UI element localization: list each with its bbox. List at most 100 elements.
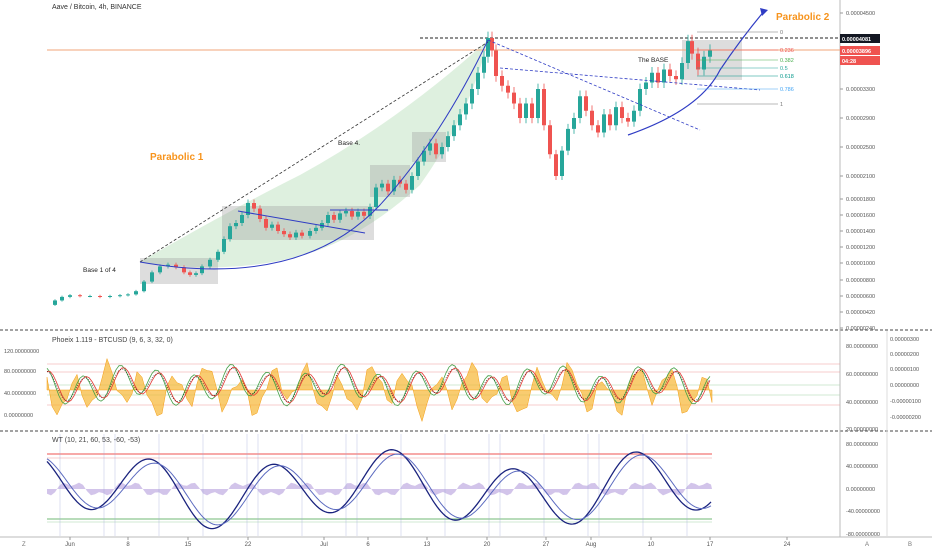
price-axis-tag-text: 04:28 [842, 59, 856, 65]
price-tick-label: 0.00000240 [846, 326, 875, 332]
base-4-label: Base 4. [338, 140, 360, 147]
price-tick-label: 0.00001000 [846, 261, 875, 267]
time-tick-label: 20 [484, 542, 491, 548]
candle-body [53, 300, 57, 305]
candle-body [142, 281, 146, 292]
candle-body [126, 294, 130, 296]
candle-body [486, 38, 490, 57]
price-tick-label: 0.00004500 [846, 11, 875, 17]
price-tick-label: 0.00003300 [846, 87, 875, 93]
candle-body [708, 50, 712, 57]
candle-body [702, 56, 706, 70]
candle-body [332, 215, 336, 220]
candle-body [572, 118, 576, 129]
candle-body [356, 211, 360, 217]
parabolic-2-arrow [760, 8, 768, 16]
candle-body [362, 211, 366, 216]
time-tick-label: 27 [543, 542, 550, 548]
fib-level-label: 0.236 [780, 48, 794, 54]
time-tick-label: 17 [707, 542, 714, 548]
candle-body [108, 296, 112, 297]
candle-body [644, 82, 648, 89]
candle-body [686, 41, 690, 63]
candle-body [194, 273, 198, 275]
wt-right-tick: 0.00000000 [846, 487, 875, 493]
candle-body [258, 208, 262, 219]
candle-body [620, 107, 624, 118]
price-tick-label: 0.00001800 [846, 197, 875, 203]
phoenix-left-tick: 40.00000000 [4, 391, 36, 397]
candle-body [614, 107, 618, 126]
candle-body [458, 114, 462, 126]
time-tick-label: 22 [245, 542, 252, 548]
candle-body [560, 150, 564, 176]
phoenix-right-tick: 20.00000000 [846, 427, 878, 433]
candle-body [524, 103, 528, 118]
candles-group [53, 31, 712, 306]
candle-body [88, 296, 92, 297]
candle-body [656, 72, 660, 83]
candle-body [338, 213, 342, 220]
candle-body [416, 161, 420, 176]
phoenix-far-right-tick: -0.00000100 [890, 399, 921, 405]
phoenix-green-line [46, 363, 711, 407]
time-tick-label: Jun [65, 542, 75, 548]
candle-body [240, 215, 244, 223]
candle-body [476, 72, 480, 89]
phoenix-right-tick: 60.00000000 [846, 372, 878, 378]
parabolic-fill [140, 40, 488, 268]
phoenix-left-tick: 80.00000000 [4, 369, 36, 375]
candle-body [650, 72, 654, 83]
time-tick-label: 6 [366, 542, 370, 548]
time-tick-label: 24 [784, 542, 791, 548]
price-axis-tag-text: 0.00003896 [842, 49, 871, 55]
time-tick-label: 13 [424, 542, 431, 548]
candle-body [490, 38, 494, 51]
candle-body [282, 231, 286, 235]
fib-level-label: 0.618 [780, 74, 794, 80]
candle-body [200, 266, 204, 274]
candle-body [374, 187, 378, 207]
candle-body [404, 183, 408, 190]
time-tick-label: 15 [185, 542, 192, 548]
candle-body [590, 110, 594, 126]
candle-body [60, 296, 64, 301]
wt1-line [46, 449, 712, 530]
lower-descending-line [499, 67, 761, 91]
candle-body [632, 110, 636, 122]
candle-body [662, 69, 666, 83]
candle-body [228, 226, 232, 239]
wt-right-tick: -40.00000000 [846, 509, 880, 515]
candle-body [234, 223, 238, 227]
wt-right-tick: -80.00000000 [846, 532, 880, 538]
price-tick-label: 0.00001600 [846, 213, 875, 219]
candle-body [294, 232, 298, 238]
candle-body [166, 264, 170, 267]
candle-body [452, 125, 456, 137]
fib-level-label: 0.5 [780, 66, 788, 72]
candle-body [680, 63, 684, 80]
corner-label: Z [22, 542, 26, 548]
candle-body [182, 267, 186, 273]
candle-body [518, 103, 522, 118]
descending-resistance-line [487, 39, 701, 131]
wt2-line [46, 453, 712, 526]
corner-label: A [865, 542, 869, 548]
time-tick-label: Jul [320, 542, 328, 548]
price-tick-label: 0.00001400 [846, 229, 875, 235]
phoenix-far-right-tick: -0.00000200 [890, 415, 921, 421]
base-4-descending-line [237, 210, 366, 234]
phoenix-indicator-title[interactable]: Phoeix 1.119 - BTCUSD (9, 6, 3, 32, 0) [52, 337, 173, 344]
candle-body [494, 50, 498, 76]
wt-indicator-title[interactable]: WT (10, 21, 60, 53, -60, -53) [52, 437, 141, 444]
candle-body [690, 41, 694, 54]
candle-body [506, 85, 510, 93]
candle-body [440, 147, 444, 155]
candle-body [584, 96, 588, 111]
the-base-label: The BASE [638, 57, 669, 64]
candle-body [434, 143, 438, 155]
price-tick-label: 0.00002100 [846, 174, 875, 180]
fib-level-label: 1 [780, 102, 783, 108]
